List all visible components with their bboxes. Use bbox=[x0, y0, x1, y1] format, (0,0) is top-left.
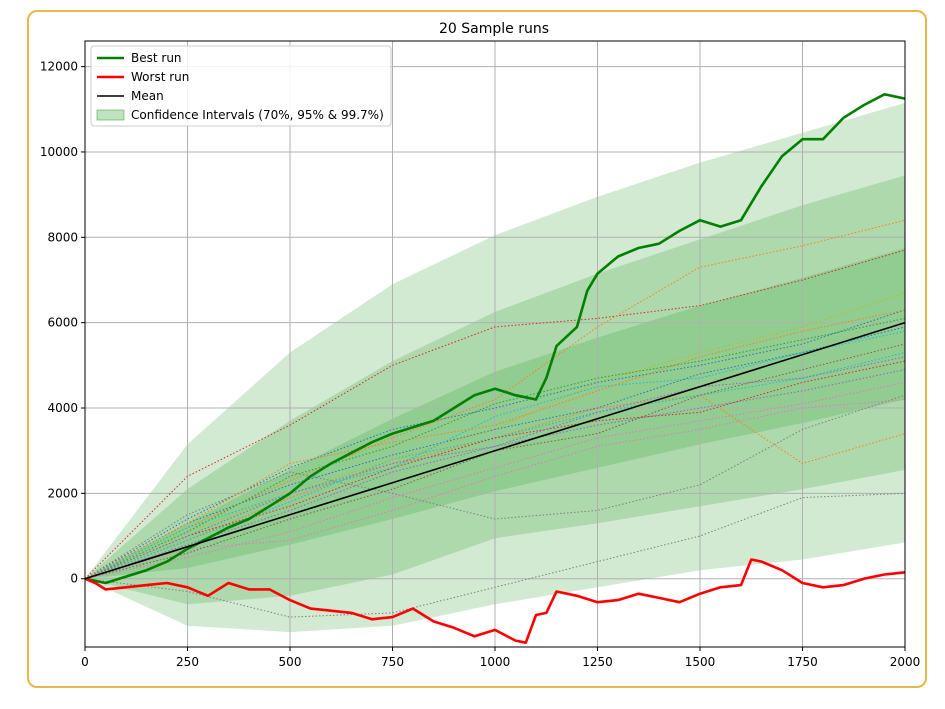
legend-label: Mean bbox=[131, 89, 164, 103]
x-tick-label: 2000 bbox=[890, 655, 921, 669]
sample-run-line bbox=[84, 394, 906, 580]
sample-run-line bbox=[84, 326, 906, 580]
grid-lines bbox=[84, 41, 906, 647]
y-tick-label: 4000 bbox=[47, 401, 78, 415]
sample-run-line bbox=[84, 399, 906, 580]
legend-label: Confidence Intervals (70%, 95% & 99.7%) bbox=[131, 108, 384, 122]
x-tick-label: 1000 bbox=[480, 655, 511, 669]
legend: Best run Worst run Mean Confidence Interval… bbox=[90, 45, 392, 127]
worst-run-line bbox=[84, 558, 906, 645]
y-tick-label: 6000 bbox=[47, 316, 78, 330]
x-tick-label: 250 bbox=[176, 655, 199, 669]
y-axis: 0 2000 4000 6000 8000 10000 12000 bbox=[40, 60, 85, 586]
legend-label: Worst run bbox=[131, 70, 189, 84]
x-tick-label: 1500 bbox=[685, 655, 716, 669]
sample-run-line bbox=[84, 492, 906, 618]
sample-run-line bbox=[84, 356, 906, 580]
best-run-line bbox=[84, 93, 906, 585]
y-tick-label: 10000 bbox=[40, 145, 78, 159]
sample-run-line bbox=[84, 360, 906, 580]
x-tick-label: 0 bbox=[81, 655, 89, 669]
legend-swatch-band bbox=[96, 109, 125, 121]
legend-box bbox=[90, 45, 392, 127]
y-tick-label: 12000 bbox=[40, 60, 78, 74]
sample-runs bbox=[84, 219, 906, 618]
x-tick-label: 750 bbox=[381, 655, 404, 669]
y-tick-label: 8000 bbox=[47, 230, 78, 244]
sample-run-line bbox=[84, 249, 906, 580]
x-axis: 0 250 500 750 1000 1250 1500 1750 2000 bbox=[81, 647, 920, 669]
sample-run-line bbox=[84, 317, 906, 580]
sample-run-line bbox=[84, 330, 906, 580]
x-tick-label: 1750 bbox=[787, 655, 818, 669]
y-tick-label: 0 bbox=[70, 572, 78, 586]
x-tick-label: 1250 bbox=[582, 655, 613, 669]
y-tick-label: 2000 bbox=[47, 486, 78, 500]
x-tick-label: 500 bbox=[279, 655, 302, 669]
sample-run-line bbox=[84, 369, 906, 580]
main-lines bbox=[84, 93, 906, 645]
legend-label: Best run bbox=[131, 51, 182, 65]
chart-title: 20 Sample runs bbox=[439, 21, 549, 37]
mean-line bbox=[84, 321, 906, 580]
